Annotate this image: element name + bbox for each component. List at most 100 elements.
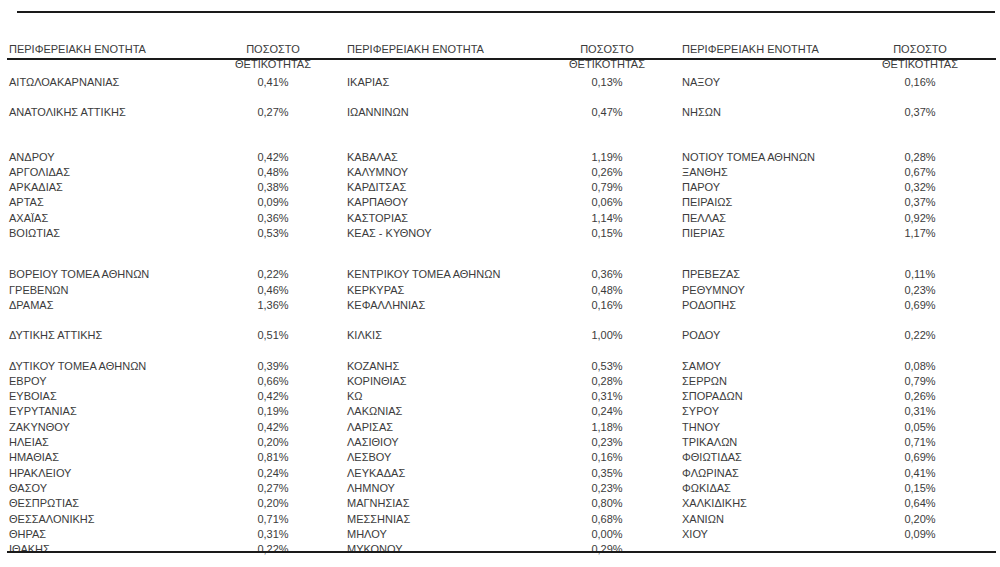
table-row: ΑΝΔΡΟΥ0,42%ΚΑΒΑΛΑΣ1,19%ΝΟΤΙΟΥ ΤΟΜΕΑ ΑΘΗΝ… xyxy=(0,150,1000,165)
table-row: ΕΒΡΟΥ0,66%ΚΟΡΙΝΘΙΑΣ0,28%ΣΕΡΡΩΝ0,79% xyxy=(0,374,1000,389)
positivity-value-cell: 0,06% xyxy=(545,195,669,210)
region-cell: ΘΕΣΣΑΛΟΝΙΚΗΣ xyxy=(9,512,207,527)
region-cell: ΣΠΟΡΑΔΩΝ xyxy=(682,389,854,404)
region-cell: ΓΡΕΒΕΝΩΝ xyxy=(9,283,207,298)
table-body: ΑΙΤΩΛΟΑΚΑΡΝΑΝΙΑΣ0,41%ΙΚΑΡΙΑΣ0,13%ΝΑΞΟΥ0,… xyxy=(0,75,1000,557)
positivity-value-cell: 0,22% xyxy=(210,542,336,557)
positivity-value-cell: 0,09% xyxy=(210,195,336,210)
table-row: ΒΟΡΕΙΟΥ ΤΟΜΕΑ ΑΘΗΝΩΝ0,22%ΚΕΝΤΡΙΚΟΥ ΤΟΜΕΑ… xyxy=(0,267,1000,282)
positivity-value-cell: 0,47% xyxy=(545,105,669,120)
region-cell: ΑΡΚΑΔΙΑΣ xyxy=(9,180,207,195)
region-cell: ΠΑΡΟΥ xyxy=(682,180,854,195)
positivity-value-cell: 0,37% xyxy=(858,195,982,210)
column-header-positivity-2: ΠΟΣΟΣΤΟ ΘΕΤΙΚΟΤΗΤΑΣ xyxy=(545,42,669,57)
region-cell: ΚΑΡΠΑΘΟΥ xyxy=(347,195,539,210)
region-cell xyxy=(682,542,854,557)
positivity-value-cell: 0,69% xyxy=(858,450,982,465)
positivity-value-cell: 0,71% xyxy=(210,512,336,527)
table-row: ΑΡΓΟΛΙΔΑΣ0,48%ΚΑΛΥΜΝΟΥ0,26%ΞΑΝΘΗΣ0,67% xyxy=(0,165,1000,180)
bottom-rule xyxy=(7,551,996,553)
positivity-value-cell: 0,24% xyxy=(545,404,669,419)
region-cell: ΙΚΑΡΙΑΣ xyxy=(347,75,539,90)
region-cell: ΔΡΑΜΑΣ xyxy=(9,298,207,313)
region-cell: ΚΩ xyxy=(347,389,539,404)
column-header-region-3: ΠΕΡΙΦΕΡΕΙΑΚΗ ΕΝΟΤΗΤΑ xyxy=(682,42,854,57)
region-cell: ΖΑΚΥΝΘΟΥ xyxy=(9,420,207,435)
region-cell: ΚΟΡΙΝΘΙΑΣ xyxy=(347,374,539,389)
region-cell: ΡΟΔΟΠΗΣ xyxy=(682,298,854,313)
positivity-value-cell: 0,67% xyxy=(858,165,982,180)
region-cell: ΔΥΤΙΚΗΣ ΑΤΤΙΚΗΣ xyxy=(9,328,207,343)
positivity-value-cell: 0,20% xyxy=(210,435,336,450)
region-cell: ΣΑΜΟΥ xyxy=(682,359,854,374)
region-cell: ΠΕΙΡΑΙΩΣ xyxy=(682,195,854,210)
positivity-value-cell: 0,05% xyxy=(858,420,982,435)
region-cell: ΑΝΔΡΟΥ xyxy=(9,150,207,165)
positivity-value-cell: 0,66% xyxy=(210,374,336,389)
region-cell: ΑΙΤΩΛΟΑΚΑΡΝΑΝΙΑΣ xyxy=(9,75,207,90)
positivity-value-cell xyxy=(858,542,982,557)
region-cell: ΦΘΙΩΤΙΔΑΣ xyxy=(682,450,854,465)
region-cell: ΠΕΛΛΑΣ xyxy=(682,211,854,226)
positivity-value-cell: 0,92% xyxy=(858,211,982,226)
positivity-value-cell: 0,42% xyxy=(210,389,336,404)
region-cell: ΗΜΑΘΙΑΣ xyxy=(9,450,207,465)
positivity-value-cell: 0,48% xyxy=(210,165,336,180)
region-cell: ΘΑΣΟΥ xyxy=(9,481,207,496)
region-cell: ΡΕΘΥΜΝΟΥ xyxy=(682,283,854,298)
table-row: ΑΙΤΩΛΟΑΚΑΡΝΑΝΙΑΣ0,41%ΙΚΑΡΙΑΣ0,13%ΝΑΞΟΥ0,… xyxy=(0,75,1000,90)
region-cell: ΑΧΑΪΑΣ xyxy=(9,211,207,226)
table-row: ΘΑΣΟΥ0,27%ΛΗΜΝΟΥ0,23%ΦΩΚΙΔΑΣ0,15% xyxy=(0,481,1000,496)
positivity-value-cell: 0,08% xyxy=(858,359,982,374)
region-cell: ΚΕΦΑΛΛΗΝΙΑΣ xyxy=(347,298,539,313)
table-row: ΒΟΙΩΤΙΑΣ0,53%ΚΕΑΣ - ΚΥΘΝΟΥ0,15%ΠΙΕΡΙΑΣ1,… xyxy=(0,226,1000,241)
region-cell: ΜΥΚΟΝΟΥ xyxy=(347,542,539,557)
column-header-positivity-1: ΠΟΣΟΣΤΟ ΘΕΤΙΚΟΤΗΤΑΣ xyxy=(210,42,336,57)
positivity-value-cell: 0,53% xyxy=(210,226,336,241)
region-cell: ΕΥΡΥΤΑΝΙΑΣ xyxy=(9,404,207,419)
region-cell: ΚΑΣΤΟΡΙΑΣ xyxy=(347,211,539,226)
positivity-value-cell: 0,36% xyxy=(545,267,669,282)
region-cell: ΚΕΡΚΥΡΑΣ xyxy=(347,283,539,298)
positivity-value-cell: 1,18% xyxy=(545,420,669,435)
positivity-value-cell: 0,23% xyxy=(545,435,669,450)
positivity-value-cell: 0,46% xyxy=(210,283,336,298)
positivity-value-cell: 0,41% xyxy=(858,466,982,481)
region-cell: ΑΡΤΑΣ xyxy=(9,195,207,210)
positivity-value-cell: 1,19% xyxy=(545,150,669,165)
region-cell: ΙΘΑΚΗΣ xyxy=(9,542,207,557)
region-cell: ΜΑΓΝΗΣΙΑΣ xyxy=(347,496,539,511)
region-cell: ΣΥΡΟΥ xyxy=(682,404,854,419)
positivity-value-cell: 0,37% xyxy=(858,105,982,120)
positivity-value-cell: 0,26% xyxy=(858,389,982,404)
positivity-value-cell: 0,28% xyxy=(858,150,982,165)
positivity-value-cell: 0,20% xyxy=(210,496,336,511)
positivity-value-cell: 0,29% xyxy=(545,542,669,557)
region-cell: ΛΕΣΒΟΥ xyxy=(347,450,539,465)
region-cell: ΚΑΡΔΙΤΣΑΣ xyxy=(347,180,539,195)
positivity-value-cell: 0,23% xyxy=(858,283,982,298)
table-row: ΘΕΣΠΡΩΤΙΑΣ0,20%ΜΑΓΝΗΣΙΑΣ0,80%ΧΑΛΚΙΔΙΚΗΣ0… xyxy=(0,496,1000,511)
region-cell: ΒΟΙΩΤΙΑΣ xyxy=(9,226,207,241)
positivity-value-cell: 0,27% xyxy=(210,105,336,120)
positivity-value-cell: 0,81% xyxy=(210,450,336,465)
region-cell: ΣΕΡΡΩΝ xyxy=(682,374,854,389)
region-cell: ΚΟΖΑΝΗΣ xyxy=(347,359,539,374)
table-row: ΗΡΑΚΛΕΙΟΥ0,24%ΛΕΥΚΑΔΑΣ0,35%ΦΛΩΡΙΝΑΣ0,41% xyxy=(0,466,1000,481)
region-cell: ΤΡΙΚΑΛΩΝ xyxy=(682,435,854,450)
table-row: ΔΥΤΙΚΟΥ ΤΟΜΕΑ ΑΘΗΝΩΝ0,39%ΚΟΖΑΝΗΣ0,53%ΣΑΜ… xyxy=(0,359,1000,374)
region-cell: ΗΡΑΚΛΕΙΟΥ xyxy=(9,466,207,481)
region-cell: ΘΕΣΠΡΩΤΙΑΣ xyxy=(9,496,207,511)
positivity-value-cell: 1,36% xyxy=(210,298,336,313)
region-cell: ΤΗΝΟΥ xyxy=(682,420,854,435)
positivity-value-cell: 0,41% xyxy=(210,75,336,90)
positivity-value-cell: 0,79% xyxy=(858,374,982,389)
table-row: ΔΥΤΙΚΗΣ ΑΤΤΙΚΗΣ0,51%ΚΙΛΚΙΣ1,00%ΡΟΔΟΥ0,22… xyxy=(0,328,1000,343)
positivity-value-cell: 0,15% xyxy=(858,481,982,496)
positivity-value-cell: 0,31% xyxy=(545,389,669,404)
region-cell: ΛΕΥΚΑΔΑΣ xyxy=(347,466,539,481)
positivity-value-cell: 0,38% xyxy=(210,180,336,195)
positivity-value-cell: 0,79% xyxy=(545,180,669,195)
table-row: ΑΡΚΑΔΙΑΣ0,38%ΚΑΡΔΙΤΣΑΣ0,79%ΠΑΡΟΥ0,32% xyxy=(0,180,1000,195)
positivity-value-cell: 0,15% xyxy=(545,226,669,241)
